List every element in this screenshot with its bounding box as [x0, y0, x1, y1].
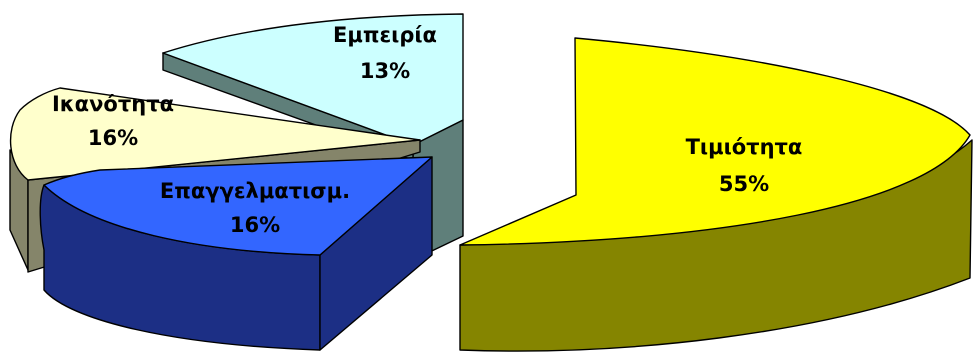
- slice-empeiria-top: [162, 13, 464, 146]
- slice-epaggelmatism-value: 16%: [230, 213, 280, 237]
- slice-ikanotita-value: 16%: [88, 126, 138, 150]
- slice-ikanotita-top: [9, 87, 421, 181]
- slice-timiotita-label: Τιμιότητα: [686, 135, 803, 159]
- slice-timiotita-top: [459, 37, 971, 246]
- slice-empeiria-value: 13%: [360, 59, 410, 83]
- slice-empeiria-label: Εμπειρία: [333, 23, 437, 47]
- slice-epaggelmatism-label: Επαγγελματισμ.: [160, 179, 350, 203]
- slice-timiotita: Τιμιότητα 55%: [459, 37, 973, 352]
- slice-ikanotita-label: Ικανότητα: [52, 92, 174, 116]
- slice-timiotita-value: 55%: [719, 172, 769, 196]
- slice-ikanotita-side: [9, 149, 29, 271]
- slice-epaggelmatism: Επαγγελματισμ. 16%: [39, 156, 433, 351]
- slice-epaggelmatism-top: [43, 156, 433, 256]
